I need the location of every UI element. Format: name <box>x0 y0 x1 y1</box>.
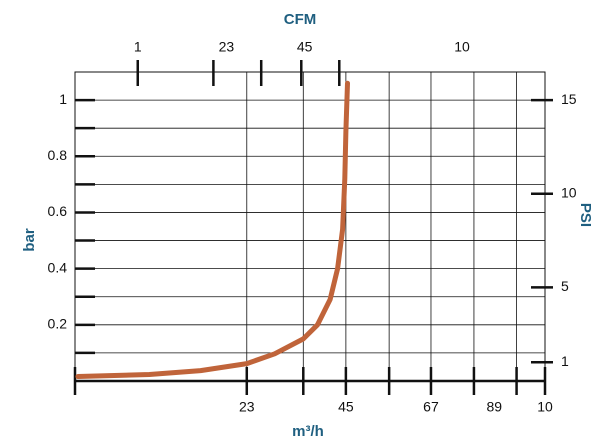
x-tick-label: 45 <box>338 399 354 415</box>
y-tick-label: 0.8 <box>48 147 68 163</box>
x-tick-label: 67 <box>423 399 439 415</box>
x2-axis-title: CFM <box>284 11 317 28</box>
y-axis-title: bar <box>21 228 38 252</box>
y2-tick-label: 10 <box>561 184 577 200</box>
y-tick-label: 1 <box>59 91 67 107</box>
x2-tick-label: 23 <box>219 39 235 55</box>
x-tick-label: 89 <box>486 399 502 415</box>
y-tick-label: 0.6 <box>48 203 68 219</box>
x2-tick-label: 45 <box>297 39 313 55</box>
x2-tick-label: 1 <box>134 39 142 55</box>
y-tick-label: 0.2 <box>48 316 68 332</box>
y-tick-label: 0.4 <box>48 259 68 275</box>
y2-tick-label: 5 <box>561 278 569 294</box>
line-series <box>75 80 350 379</box>
y2-axis-title: PSI <box>577 203 594 227</box>
x-tick-label: 10 <box>537 399 553 415</box>
x2-tick-label: 10 <box>454 39 470 55</box>
x-axis-title: m³/h <box>292 423 324 440</box>
y2-tick-label: 15 <box>561 91 577 107</box>
x-tick-label: 23 <box>239 399 255 415</box>
y2-tick-label: 1 <box>561 353 569 369</box>
